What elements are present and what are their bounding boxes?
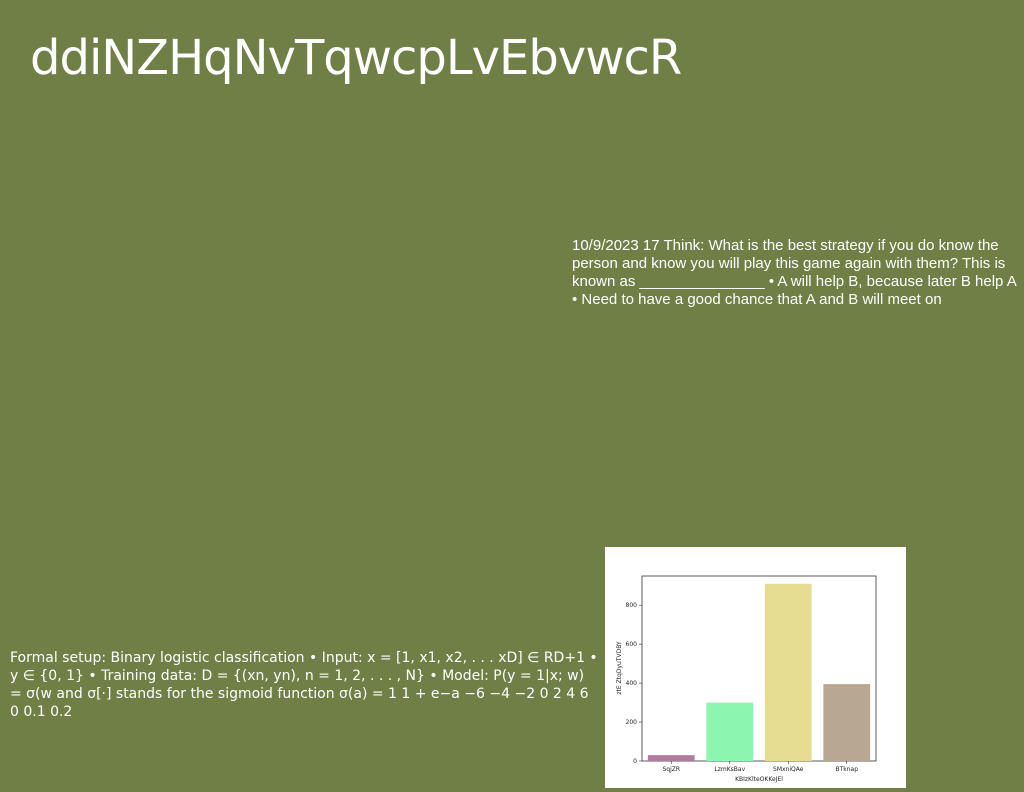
bar-BTknap <box>823 684 871 761</box>
x-tick-label: LzmKsBav <box>714 766 745 773</box>
x-tick-label: SMxniQAe <box>773 766 804 773</box>
y-axis-label: ztE ZtqDyuTVDBY <box>616 641 623 695</box>
y-tick-label: 400 <box>626 680 638 687</box>
y-tick-label: 200 <box>626 719 638 726</box>
x-tick-label: SqjZR <box>662 766 680 773</box>
y-tick-label: 0 <box>633 758 637 765</box>
bar-LzmKsBav <box>706 702 754 761</box>
slide-title: ddiNZHqNvTqwcpLvEbvwcR <box>30 30 682 86</box>
bar-chart: 0 200 400 600 800 SqjZR LzmKsBav SMxniQAe BTkna… <box>616 575 877 783</box>
y-tick-label: 800 <box>626 602 638 609</box>
body-text-upper: 10/9/2023 17 Think: What is the best str… <box>572 237 1016 308</box>
bar-SMxniQAe <box>764 583 812 761</box>
bar-chart-image: 0 200 400 600 800 SqjZR LzmKsBav SMxniQAe BTkna… <box>605 547 906 788</box>
y-tick-label: 600 <box>626 641 638 648</box>
x-axis-label: KBIzKlteOKKeJEl <box>735 776 783 783</box>
x-tick-label: BTknap <box>835 766 858 773</box>
body-text-lower: Formal setup: Binary logistic classifica… <box>10 650 598 720</box>
plot-frame <box>641 575 877 762</box>
bar-SqjZR <box>647 755 695 761</box>
